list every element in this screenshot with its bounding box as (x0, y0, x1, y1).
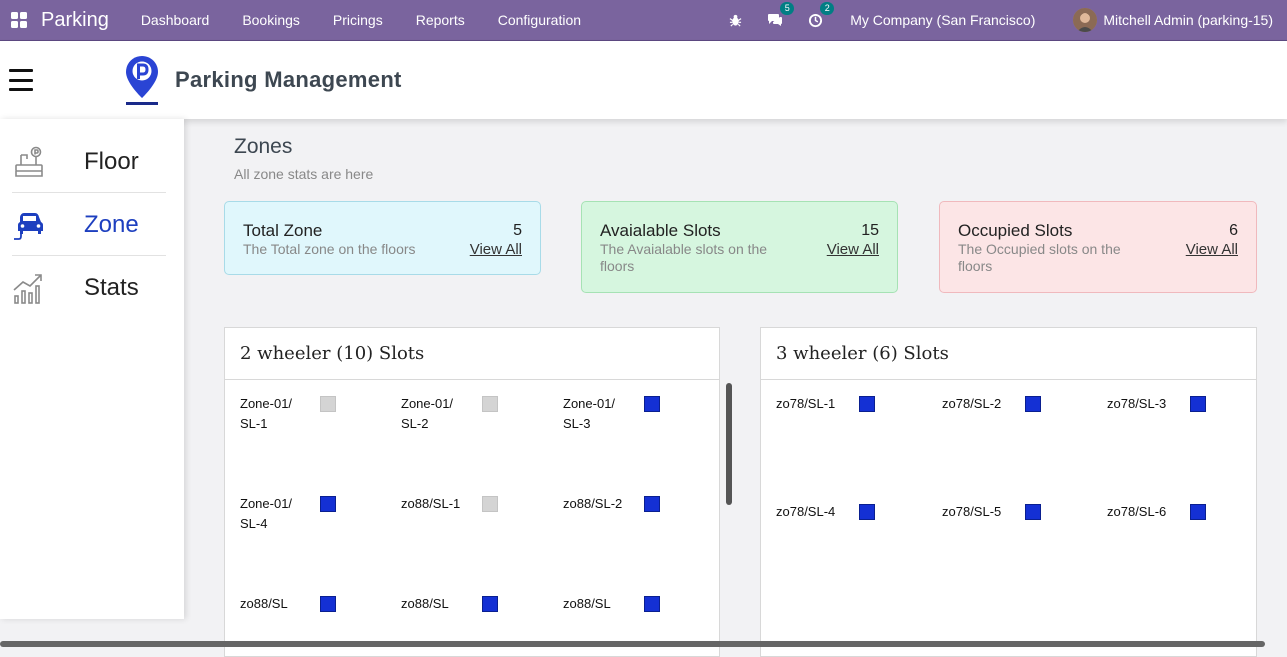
menu-bookings[interactable]: Bookings (242, 12, 300, 28)
bug-icon[interactable] (726, 11, 744, 29)
menu-dashboard[interactable]: Dashboard (140, 12, 210, 28)
main-menu: Dashboard Bookings Pricings Reports Conf… (141, 12, 614, 28)
car-icon (12, 208, 46, 242)
sidebar-item-floor[interactable]: Floor (12, 131, 166, 193)
card-description: The Avaialable slots on the floors (600, 241, 768, 274)
user-name: Mitchell Admin (parking-15) (1103, 12, 1273, 28)
slot-occupied-indicator[interactable] (644, 396, 660, 412)
slot-occupied-indicator[interactable] (1190, 504, 1206, 520)
card-title: Avaialable Slots (600, 221, 721, 240)
slot-label: zo88/SL (401, 596, 449, 611)
avatar (1073, 8, 1098, 32)
apps-grid-icon[interactable] (11, 12, 27, 28)
slot-label: zo78/SL-1 (776, 396, 836, 411)
page-subtitle: All zone stats are here (234, 166, 374, 182)
slot-label: Zone-01/SL-4 (240, 496, 293, 531)
sidebar-item-label: Stats (84, 274, 139, 301)
two-wheeler-panel: 2 wheeler (10) Slots Zone-01/SL-1 Zone-01… (224, 327, 720, 657)
stats-chart-icon (12, 271, 46, 305)
slot-label: zo88/SL (240, 596, 288, 611)
slot-label: zo78/SL-5 (942, 504, 1002, 519)
slot-occupied-indicator[interactable] (482, 596, 498, 612)
slot-label: zo78/SL-4 (776, 504, 836, 519)
panel-title: 3 wheeler (6) Slots (761, 328, 1256, 380)
sidebar-item-label: Floor (84, 147, 139, 175)
app-title: Parking Management (175, 67, 402, 92)
floor-icon (12, 145, 46, 179)
view-all-link[interactable]: View All (1185, 241, 1238, 258)
three-wheeler-panel: 3 wheeler (6) Slots zo78/SL-1 zo78/SL-2 zo… (760, 327, 1257, 657)
view-all-link[interactable]: View All (469, 241, 522, 258)
top-navbar: Parking Dashboard Bookings Pricings Repo… (0, 0, 1287, 41)
total-zone-card: Total Zone 5 The Total zone on the floor… (224, 201, 541, 275)
available-slots-card: Avaialable Slots 15 The Avaialable slots… (581, 201, 898, 293)
slot-label: zo88/SL-2 (563, 496, 623, 511)
slot-occupied-indicator[interactable] (859, 504, 875, 520)
parking-logo-icon (124, 54, 160, 106)
page-title: Zones (234, 135, 293, 158)
sidebar-item-label: Zone (84, 210, 139, 238)
sidebar-item-zone[interactable]: Zone (12, 194, 166, 256)
card-title: Total Zone (243, 221, 323, 240)
horizontal-scrollbar[interactable] (0, 641, 1265, 647)
card-count: 6 (1229, 222, 1238, 239)
user-menu[interactable]: Mitchell Admin (parking-15) (1073, 8, 1273, 32)
slot-occupied-indicator[interactable] (1025, 504, 1041, 520)
menu-configuration[interactable]: Configuration (497, 12, 582, 28)
slot-occupied-indicator[interactable] (1025, 396, 1041, 412)
slot-label: Zone-01/SL-2 (401, 396, 454, 431)
menu-pricings[interactable]: Pricings (332, 12, 383, 28)
card-title: Occupied Slots (958, 221, 1073, 240)
activities-badge: 2 (820, 2, 835, 15)
slot-label: zo88/SL-1 (401, 496, 461, 511)
sidebar: Floor Zone Stats (0, 119, 184, 619)
slot-available-indicator[interactable] (482, 496, 498, 512)
company-switcher[interactable]: My Company (San Francisco) (850, 12, 1036, 28)
slot-label: zo78/SL-2 (942, 396, 1002, 411)
slot-label: Zone-01/SL-3 (563, 396, 616, 431)
card-description: The Occupied slots on the floors (958, 241, 1121, 274)
menu-reports[interactable]: Reports (415, 12, 465, 28)
sidebar-item-stats[interactable]: Stats (12, 257, 166, 319)
slot-occupied-indicator[interactable] (859, 396, 875, 412)
systray: 5 2 My Company (San Francisco) Mitchell … (726, 0, 1287, 40)
slot-label: zo88/SL (563, 596, 611, 611)
panel-title: 2 wheeler (10) Slots (225, 328, 719, 380)
hamburger-menu-icon[interactable] (9, 69, 33, 91)
slot-occupied-indicator[interactable] (320, 496, 336, 512)
messages-badge: 5 (780, 2, 795, 15)
slot-occupied-indicator[interactable] (320, 596, 336, 612)
activity-clock-icon[interactable]: 2 (806, 2, 835, 29)
slot-available-indicator[interactable] (320, 396, 336, 412)
card-description: The Total zone on the floors (243, 241, 416, 257)
app-brand[interactable]: Parking (41, 8, 109, 31)
slot-label: zo78/SL-6 (1107, 504, 1167, 519)
panel-scrollbar[interactable] (726, 383, 732, 505)
card-count: 15 (861, 222, 879, 239)
slot-occupied-indicator[interactable] (644, 496, 660, 512)
card-count: 5 (513, 222, 522, 239)
slot-occupied-indicator[interactable] (644, 596, 660, 612)
slot-occupied-indicator[interactable] (1190, 396, 1206, 412)
view-all-link[interactable]: View All (826, 241, 879, 258)
slot-label: Zone-01/SL-1 (240, 396, 293, 431)
slot-available-indicator[interactable] (482, 396, 498, 412)
app-header: Parking Management (0, 41, 1287, 119)
occupied-slots-card: Occupied Slots 6 The Occupied slots on t… (939, 201, 1257, 293)
slot-label: zo78/SL-3 (1107, 396, 1167, 411)
messages-icon[interactable]: 5 (766, 2, 795, 29)
